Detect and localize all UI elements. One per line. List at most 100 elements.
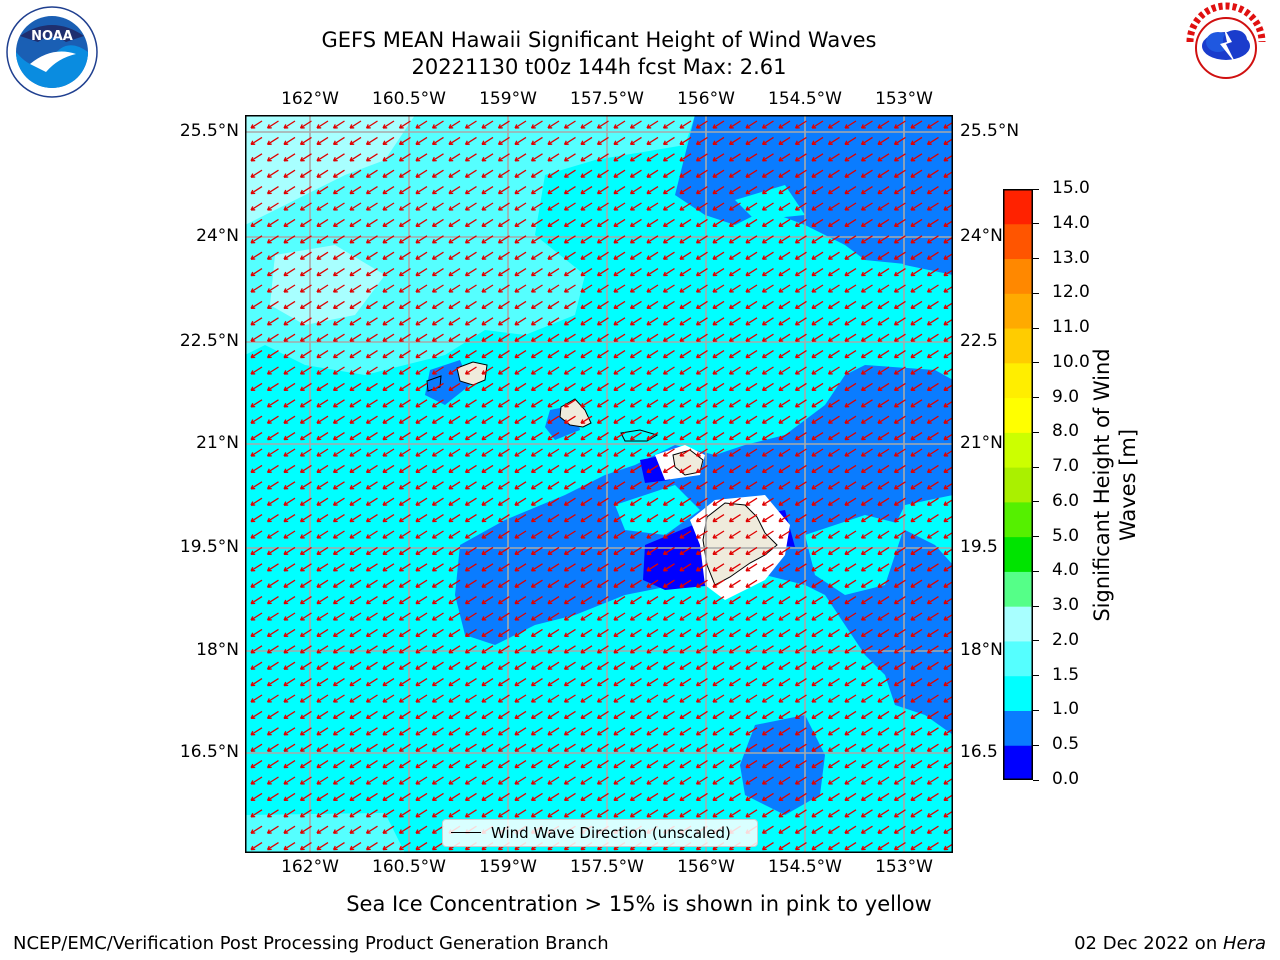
wind-wave-arrow (893, 481, 906, 490)
wind-wave-arrow (481, 284, 494, 293)
wind-wave-arrow (646, 514, 659, 523)
lon-tick-top: 156°W (677, 89, 735, 109)
wind-wave-arrow (662, 218, 675, 228)
wind-wave-arrow (860, 842, 873, 851)
wind-wave-arrow (332, 268, 345, 277)
wind-wave-arrow (926, 432, 939, 441)
wind-wave-arrow (712, 546, 725, 556)
wind-wave-arrow (844, 464, 857, 474)
wind-wave-arrow (266, 792, 279, 802)
wind-wave-arrow (431, 792, 444, 802)
wind-wave-arrow (563, 186, 576, 195)
wind-wave-arrow (679, 432, 692, 441)
wind-wave-arrow (448, 120, 461, 129)
wind-wave-arrow (811, 432, 824, 441)
wind-wave-arrow (398, 579, 411, 588)
wind-wave-arrow (497, 792, 510, 802)
wind-wave-arrow (563, 579, 576, 588)
wind-wave-arrow (662, 661, 675, 670)
wind-wave-arrow (745, 202, 758, 211)
wind-wave-arrow (349, 284, 362, 293)
wind-wave-arrow (629, 743, 642, 752)
wind-wave-arrow (530, 251, 543, 260)
wind-wave-arrow (811, 481, 824, 490)
wind-wave-arrow (547, 333, 560, 342)
wind-wave-arrow (910, 153, 923, 162)
wind-wave-arrow (530, 317, 543, 326)
wind-wave-arrow (580, 760, 593, 769)
wind-wave-arrow (613, 760, 626, 769)
wind-wave-arrow (530, 563, 543, 572)
wind-wave-arrow (596, 809, 609, 818)
wind-wave-arrow (448, 333, 461, 342)
wind-wave-arrow (464, 366, 477, 375)
wind-wave-arrow (860, 382, 873, 392)
wind-wave-arrow (382, 776, 395, 785)
wind-wave-arrow (761, 268, 774, 277)
wind-wave-arrow (530, 743, 543, 752)
wind-wave-arrow (745, 186, 758, 195)
footer-date-text: 02 Dec 2022 on (1074, 933, 1223, 954)
wind-wave-arrow (827, 497, 840, 506)
wind-wave-arrow (316, 300, 329, 310)
wind-wave-arrow (712, 497, 725, 506)
wind-wave-arrow (745, 120, 758, 129)
wind-wave-arrow (910, 825, 923, 834)
wind-wave-arrow (398, 776, 411, 785)
wind-wave-arrow (728, 235, 741, 244)
wind-wave-arrow (844, 530, 857, 539)
wind-wave-arrow (349, 776, 362, 785)
wind-wave-arrow (679, 760, 692, 769)
wind-wave-arrow (728, 218, 741, 228)
wind-wave-arrow (299, 464, 312, 474)
wind-wave-arrow (613, 169, 626, 178)
wind-wave-arrow (580, 792, 593, 802)
wind-wave-arrow (431, 628, 444, 638)
wind-wave-arrow (910, 268, 923, 277)
wind-wave-arrow (893, 842, 906, 851)
colorbar-tick-label: 13.0 (1052, 247, 1090, 268)
wind-wave-arrow (398, 743, 411, 752)
wind-wave-arrow (910, 497, 923, 506)
wind-wave-arrow (794, 350, 807, 359)
wind-wave-arrow (761, 710, 774, 720)
wind-wave-arrow (299, 300, 312, 310)
wind-wave-arrow (332, 186, 345, 195)
wind-wave-arrow (382, 432, 395, 441)
wind-wave-arrow (794, 645, 807, 654)
wind-wave-arrow (398, 366, 411, 375)
colorbar-tick-label: 4.0 (1052, 560, 1080, 581)
wind-wave-arrow (761, 218, 774, 228)
lon-tick-bottom: 153°W (875, 857, 933, 877)
wind-wave-arrow (844, 546, 857, 556)
wind-wave-arrow (250, 235, 263, 244)
wind-wave-arrow (679, 382, 692, 392)
wind-wave-arrow (316, 760, 329, 769)
wind-wave-arrow (580, 563, 593, 572)
wind-wave-arrow (497, 136, 510, 146)
wind-wave-arrow (794, 546, 807, 556)
wind-wave-arrow (398, 202, 411, 211)
wind-wave-arrow (662, 350, 675, 359)
wind-wave-arrow (910, 842, 923, 851)
island-kauai (456, 361, 488, 386)
wind-wave-arrow (728, 661, 741, 670)
wind-wave-arrow (481, 464, 494, 474)
wind-wave-arrow (695, 136, 708, 146)
wind-wave-arrow (910, 366, 923, 375)
wind-wave-arrow (728, 710, 741, 720)
wind-wave-arrow (811, 186, 824, 195)
wind-wave-arrow (646, 268, 659, 277)
wind-wave-arrow (365, 628, 378, 638)
wind-wave-arrow (415, 792, 428, 802)
wind-wave-arrow (695, 366, 708, 375)
wind-wave-arrow (283, 645, 296, 654)
wind-wave-arrow (250, 776, 263, 785)
wind-wave-arrow (365, 842, 378, 851)
wind-wave-arrow (398, 350, 411, 359)
wind-wave-arrow (877, 628, 890, 638)
wind-wave-arrow (679, 809, 692, 818)
wind-wave-arrow (745, 727, 758, 736)
wind-wave-arrow (365, 317, 378, 326)
wind-wave-arrow (563, 382, 576, 392)
